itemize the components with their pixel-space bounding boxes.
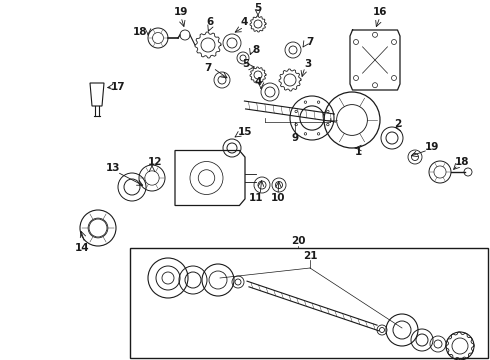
- Text: 8: 8: [252, 45, 260, 55]
- Text: 6: 6: [206, 17, 214, 27]
- Text: 10: 10: [271, 193, 285, 203]
- Text: 20: 20: [291, 236, 305, 246]
- Text: 12: 12: [148, 157, 162, 167]
- Text: 19: 19: [174, 7, 188, 17]
- Bar: [130, 248, 488, 358]
- Text: 5: 5: [243, 59, 249, 69]
- Text: 2: 2: [394, 119, 402, 129]
- Text: 9: 9: [292, 133, 298, 143]
- Text: 15: 15: [238, 127, 252, 137]
- Text: 14: 14: [74, 243, 89, 253]
- Text: 5: 5: [254, 3, 262, 13]
- Text: 18: 18: [133, 27, 147, 37]
- Text: 4: 4: [240, 17, 247, 27]
- Text: 21: 21: [303, 251, 317, 261]
- Text: 19: 19: [425, 142, 439, 152]
- Text: 7: 7: [204, 63, 212, 73]
- Text: 1: 1: [354, 147, 362, 157]
- Text: 7: 7: [306, 37, 314, 47]
- Text: 18: 18: [455, 157, 469, 167]
- Text: 11: 11: [249, 193, 263, 203]
- Text: 17: 17: [111, 82, 125, 92]
- Text: 16: 16: [373, 7, 387, 17]
- Text: 13: 13: [106, 163, 120, 173]
- Text: 4: 4: [254, 77, 262, 87]
- Text: 3: 3: [304, 59, 312, 69]
